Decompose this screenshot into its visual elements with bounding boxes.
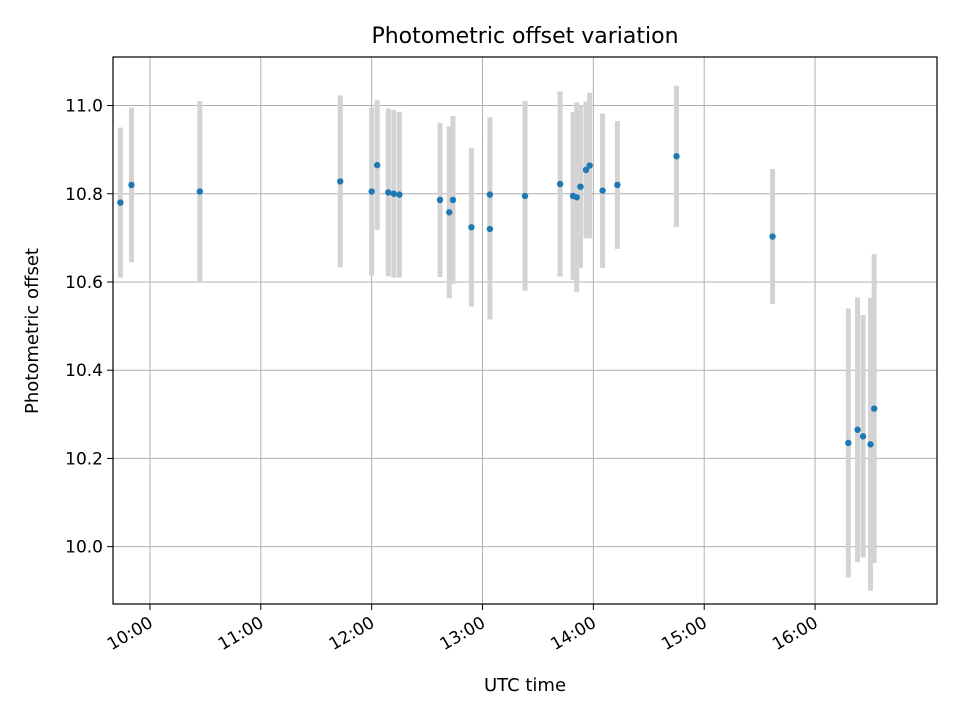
chart-title: Photometric offset variation bbox=[371, 24, 678, 49]
y-tick-label: 10.2 bbox=[65, 449, 103, 469]
data-point bbox=[368, 188, 375, 195]
data-point bbox=[867, 441, 874, 448]
data-point bbox=[854, 426, 861, 433]
data-point bbox=[446, 209, 453, 216]
y-tick-label: 10.6 bbox=[65, 273, 103, 293]
y-tick-label: 10.0 bbox=[65, 538, 103, 558]
data-point bbox=[128, 181, 135, 189]
y-axis-label: Photometric offset bbox=[22, 248, 43, 414]
data-point bbox=[117, 199, 124, 206]
data-point bbox=[573, 194, 580, 201]
data-point bbox=[577, 183, 584, 190]
data-point bbox=[859, 433, 867, 440]
data-point bbox=[521, 192, 529, 200]
data-point bbox=[337, 178, 344, 185]
y-tick-label: 11.0 bbox=[65, 97, 103, 117]
data-point bbox=[486, 225, 494, 233]
data-point bbox=[196, 188, 204, 195]
data-point bbox=[599, 187, 606, 194]
data-point bbox=[436, 196, 444, 204]
data-point bbox=[556, 180, 564, 188]
plot-frame bbox=[112, 56, 938, 605]
data-point bbox=[870, 405, 878, 412]
data-point bbox=[582, 166, 590, 174]
x-axis-label: UTC time bbox=[484, 675, 566, 696]
y-tick-label: 10.8 bbox=[65, 185, 103, 205]
y-tick-label: 10.4 bbox=[65, 361, 103, 381]
data-point bbox=[373, 161, 381, 169]
data-point bbox=[586, 162, 593, 169]
data-point bbox=[614, 181, 621, 189]
data-point bbox=[486, 191, 494, 198]
data-point bbox=[449, 196, 457, 204]
data-point bbox=[845, 439, 852, 447]
y-axis-ticks: 10.0 10.2 10.4 10.6 10.8 11.0 bbox=[65, 97, 113, 558]
data-point bbox=[673, 153, 680, 160]
data-point bbox=[769, 233, 776, 240]
data-points bbox=[117, 153, 878, 448]
data-point bbox=[390, 190, 398, 197]
data-point bbox=[468, 224, 475, 231]
data-point bbox=[385, 189, 392, 196]
data-point bbox=[396, 191, 403, 198]
